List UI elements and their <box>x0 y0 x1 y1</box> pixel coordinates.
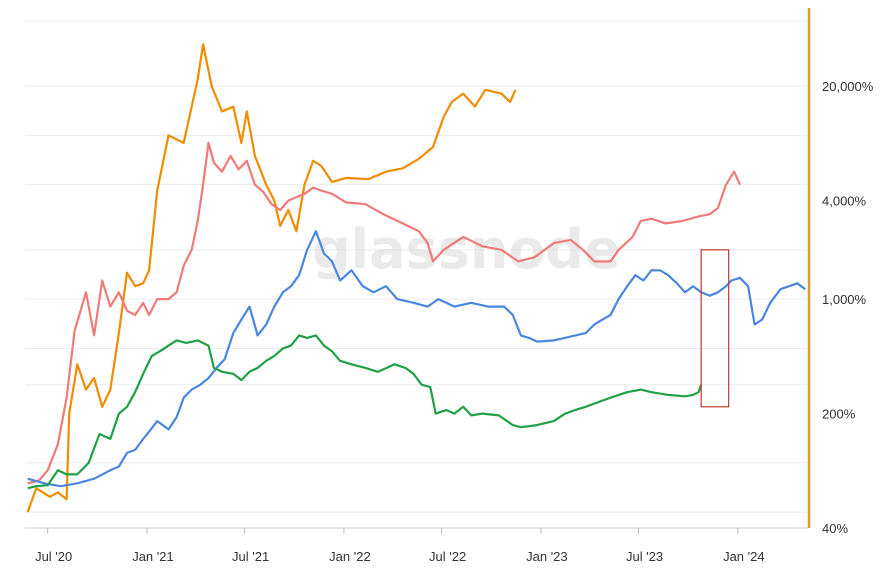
axes <box>25 8 811 534</box>
x-tick-label: Jan '22 <box>329 549 371 564</box>
x-axis-tick-labels: Jul '20 Jan '21 Jul '21 Jan '22 Jul '22 Jan '… <box>35 549 765 564</box>
x-tick-label: Jan '23 <box>526 549 568 564</box>
x-tick-label: Jul '20 <box>35 549 72 564</box>
series-line-1 <box>27 141 742 485</box>
x-tick-label: Jan '21 <box>132 549 174 564</box>
y-tick-label: 40% <box>822 521 848 536</box>
series-group <box>26 43 806 513</box>
y-tick-label: 4,000% <box>822 194 867 209</box>
x-tick-label: Jul '21 <box>232 549 269 564</box>
series-line-0 <box>26 43 517 513</box>
watermark: glassnode <box>312 218 621 281</box>
gridlines <box>25 20 808 513</box>
x-tick-label: Jul '22 <box>429 549 466 564</box>
y-tick-label: 20,000% <box>822 79 874 94</box>
y-axis-tick-labels: 20,000% 4,000% 1,000% 200% 40% <box>822 79 874 536</box>
x-tick-label: Jan '24 <box>723 549 765 564</box>
series-line-2 <box>27 230 806 488</box>
x-tick-label: Jul '23 <box>626 549 663 564</box>
y-tick-label: 1,000% <box>822 292 867 307</box>
highlight-box <box>700 249 730 408</box>
y-tick-label: 200% <box>822 407 856 422</box>
highlight-group <box>700 249 730 408</box>
series-line-3 <box>27 334 703 490</box>
